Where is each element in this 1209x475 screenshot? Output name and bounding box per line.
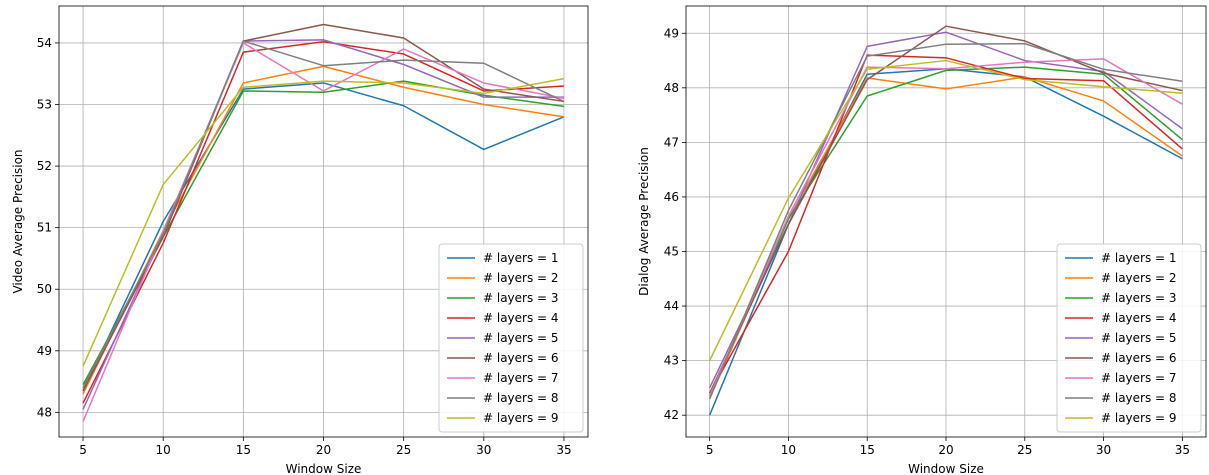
series-line-8 [708,42,1183,400]
series-line-7 [708,58,1183,397]
y-tick-label: 50 [37,282,52,296]
x-tick-label: 20 [316,443,331,457]
y-tick-label: 47 [664,135,679,149]
y-tick-label: 52 [37,159,52,173]
legend-label: # layers = 9 [483,411,559,425]
legend-label: # layers = 3 [1101,291,1177,305]
y-tick-label: 48 [664,81,679,95]
y-tick-label: 48 [37,405,52,419]
series-line-8 [82,40,565,389]
legend-label: # layers = 7 [483,371,559,385]
legend-label: # layers = 6 [483,351,559,365]
x-tick-label: 15 [860,443,875,457]
legend-box [438,243,584,433]
x-tick-label: 30 [476,443,491,457]
series-line-4 [82,40,564,404]
x-axis-label: Window Size [908,462,984,475]
x-tick-label: 25 [396,443,411,457]
legend-label: # layers = 8 [483,391,559,405]
series-line-1 [82,82,565,392]
y-tick-label: 49 [664,26,679,40]
legend-label: # layers = 7 [1101,371,1177,385]
x-tick-label: 5 [79,443,87,457]
series-line-9 [708,59,1183,361]
y-tick-label: 54 [37,36,52,50]
x-tick-label: 20 [938,443,953,457]
x-tick-label: 15 [236,443,251,457]
series-line-9 [82,77,565,367]
y-tick-label: 46 [664,190,679,204]
y-tick-label: 45 [664,245,679,259]
legend-box [1056,243,1202,433]
legend: # layers = 1 # layers = 2 # layers = 3 # la… [1056,243,1202,433]
legend-label: # layers = 4 [1101,311,1177,325]
legend-label: # layers = 1 [483,251,559,265]
y-tick-label: 49 [37,344,52,358]
x-tick-label: 35 [1175,443,1190,457]
legend-label: # layers = 2 [1101,271,1177,285]
legend-label: # layers = 8 [1101,391,1177,405]
legend-label: # layers = 1 [1101,251,1177,265]
legend-label: # layers = 5 [483,331,559,345]
legend-label: # layers = 4 [483,311,559,325]
y-tick-label: 53 [37,98,52,112]
y-tick-label: 43 [664,354,679,368]
legend-label: # layers = 3 [483,291,559,305]
y-tick-label: 51 [37,221,52,235]
series-line-3 [708,66,1183,397]
chart-panel-2: 5 10 15 20 25 30 35 42 43 44 45 46 47 48 49 Window Size… [637,5,1207,475]
x-tick-label: 5 [706,443,714,457]
series-line-6 [82,23,565,392]
x-tick-label: 30 [1096,443,1111,457]
chart-panel-1: 5 10 15 20 25 30 35 48 49 50 51 52 53 54 Window Size Vi… [11,5,589,475]
x-tick-label: 10 [156,443,171,457]
x-axis-label: Window Size [286,462,362,475]
series-line-6 [708,25,1183,394]
legend-label: # layers = 9 [1101,411,1177,425]
legend-label: # layers = 2 [483,271,559,285]
x-tick-label: 10 [781,443,796,457]
x-tick-label: 25 [1017,443,1032,457]
legend: # layers = 1 # layers = 2 # layers = 3 # la… [438,243,584,433]
series-line-4 [708,54,1183,394]
y-tick-label: 42 [664,408,679,422]
y-axis-label: Dialog Average Precision [637,147,651,296]
legend-label: # layers = 6 [1101,351,1177,365]
x-tick-label: 35 [556,443,571,457]
y-tick-label: 44 [664,299,679,313]
legend-label: # layers = 5 [1101,331,1177,345]
series-line-7 [82,42,565,422]
y-axis-label: Video Average Precision [11,149,25,293]
